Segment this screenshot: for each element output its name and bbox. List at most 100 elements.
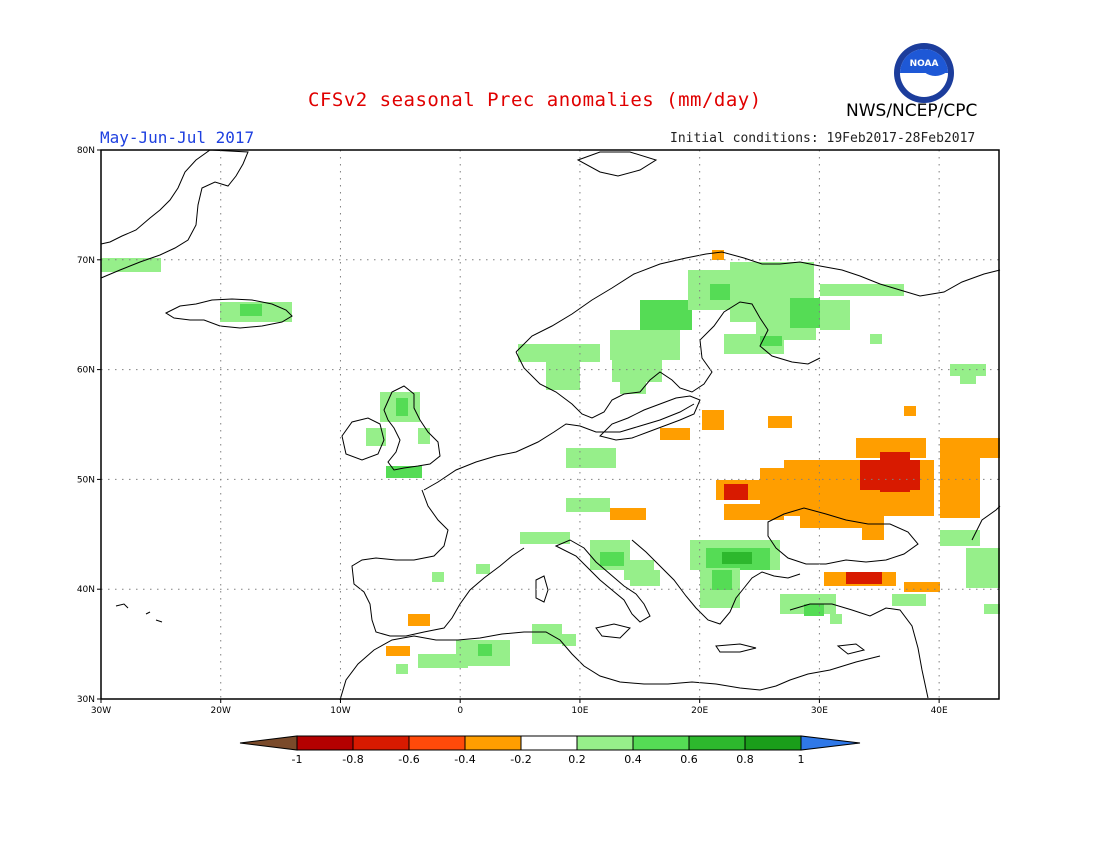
anomaly-cell [566,448,616,468]
anomaly-cell [366,428,386,446]
colorbar-segment [632,735,690,751]
britain-coast [383,385,441,471]
lat-label: 50N [77,475,95,485]
forecast-period: May-Jun-Jul 2017 [100,128,255,147]
coastlines [100,149,1001,701]
lon-label: 10W [330,706,350,716]
anomaly-cell [566,498,610,512]
anomaly-cell [520,532,570,544]
lat-label: 40N [77,585,95,595]
anomaly-cell [562,634,576,646]
lon-label: 30E [811,706,828,716]
anomaly-cell [640,300,692,330]
anomaly-cell [432,572,444,582]
anomaly-cell [984,604,1000,614]
anomaly-cell [408,614,430,626]
anomaly-cell [790,298,820,328]
colorbar-label: 1 [798,753,805,766]
anomaly-cell [240,304,262,316]
anomaly-cell [418,428,430,444]
anomaly-cell [960,374,976,384]
colorbar-label: 0.4 [624,753,642,766]
anomaly-cell [846,572,882,584]
lon-label: 10E [571,706,588,716]
anomaly-cell [904,406,916,416]
anomaly-cell [722,552,752,564]
iceland-coast [164,298,293,329]
anomaly-cell [660,428,690,440]
anomaly-cell [880,452,910,492]
colorbar-segment [464,735,522,751]
colorbar-segment [520,735,578,751]
lat-label: 30N [77,695,95,705]
continent-west-coast [351,403,695,637]
lat-label: 80N [77,146,95,156]
lat-lon-grid [101,150,999,699]
lon-label: 30W [91,706,111,716]
colorbar-label: -0.2 [510,753,531,766]
anomaly-cell [800,514,884,528]
azores-coast [115,603,163,623]
svalbard-coast [576,151,658,177]
anomaly-cell [396,398,408,416]
anomaly-cell [820,300,850,330]
crete-coast [715,643,757,653]
initial-conditions: Initial conditions: 19Feb2017-28Feb2017 [670,131,976,146]
colorbar-label: 0.6 [680,753,698,766]
anomaly-cell [712,250,724,260]
italy-coast [554,539,651,623]
anomaly-cell [966,548,1000,588]
anomaly-cell [950,364,986,376]
anomaly-cell [712,570,732,590]
anomaly-cell [892,594,926,606]
anomaly-cell [760,336,782,346]
baltic-coast [599,395,701,441]
colorbar-segment [352,735,410,751]
anomaly-cell [940,438,1000,458]
lat-label: 60N [77,366,95,376]
anomaly-cell [830,614,842,624]
colorbar-label: -0.6 [398,753,419,766]
scandinavia-coast [515,251,1001,419]
anomaly-cell [418,654,468,668]
sicily-coast [595,623,631,639]
colorbar-label: 0.2 [568,753,586,766]
colorbar-arrow-high [800,735,861,751]
anomaly-cell [386,646,410,656]
anomaly-cell [724,484,748,500]
anomaly-cell [476,564,490,574]
colorbar-label: -0.8 [342,753,363,766]
lon-label: 20W [211,706,231,716]
anomaly-cell [600,552,624,566]
anomaly-cell [710,284,732,300]
anomaly-cell [862,526,884,540]
anomaly-cell [940,530,980,546]
lon-label: 20E [691,706,708,716]
lon-label: 40E [931,706,948,716]
lon-label: 0 [457,706,463,716]
anomaly-cell [610,508,646,520]
noaa-logo-text: NOAA [910,59,939,69]
colorbar-segment [408,735,466,751]
anomaly-cell [702,410,724,430]
anomaly-cell [630,570,660,586]
sardinia-coast [535,575,549,603]
map-title: CFSv2 seasonal Prec anomalies (mm/day) [308,89,762,111]
colorbar-segment [576,735,634,751]
colorbar-label: -0.4 [454,753,475,766]
precip-anomaly-map: 80N 70N 60N 50N 40N 30N 30W 20W 10W 0 10E 20E 30E 40… [77,146,1001,716]
colorbar-arrow-low [239,735,298,751]
colorbar-label: 0.8 [736,753,754,766]
anomaly-cell [612,352,662,382]
north-africa-coast [339,631,881,701]
anomaly-cell [804,604,824,616]
anomaly-cell [620,380,646,394]
agency-label: NWS/NCEP/CPC [846,101,978,121]
colorbar-label: -1 [292,753,303,766]
anomaly-cell [532,624,562,644]
anomaly-cell [546,362,580,390]
map-frame [100,149,1000,700]
anomaly-cell [940,458,980,518]
black-sea-coast [767,507,919,565]
colorbar-segment [744,735,802,751]
